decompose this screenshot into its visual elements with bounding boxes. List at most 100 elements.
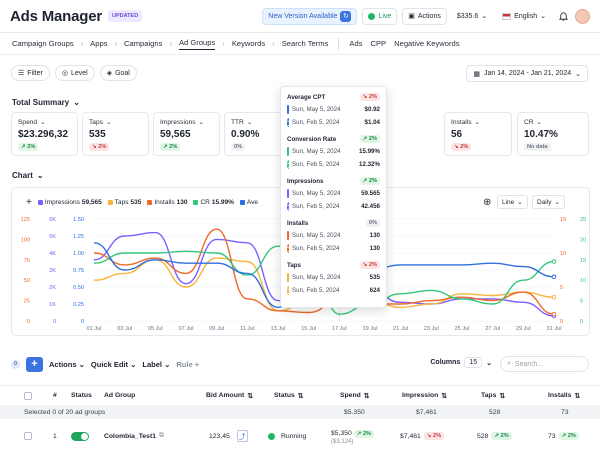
summary-card-impressions[interactable]: Impressions ⌄ 59,565 ↗ 2% [153,112,220,156]
live-status-icon [368,12,376,20]
summary-card-spend[interactable]: Spend ⌄ $23.296,32 ↗ 2% [11,112,78,156]
rule-button[interactable]: Rule + [176,359,200,369]
chart-toggle[interactable]: Chart ⌄ [12,171,44,180]
table-row[interactable]: 1 Colombia_Test1 ⧉ 123,45 ⤴ Running $5,350… [0,424,600,448]
tooltip-row: Sun, Feb 5, 2024 130 [287,242,380,255]
level-button[interactable]: ◎ Level [54,65,95,81]
filter-button[interactable]: ☰ Filter [11,65,50,81]
tooltip-section: Taps ↘ 2% Sun, May 5, 2024 535 Sun, Feb 5, 2… [287,259,380,297]
crumb-search-terms[interactable]: Search Terms [281,39,329,48]
add-button[interactable]: + [26,356,43,372]
legend-item-impressions[interactable]: Impressions 59,565 [37,199,102,206]
y-tick-label: 5 [580,299,583,305]
summary-card-cr[interactable]: CR ⌄ 10.47% No data [517,112,589,156]
series-marker [287,244,289,253]
zoom-icon[interactable]: ⊕ [483,196,492,208]
col-installs[interactable]: Installs ⇅ [548,392,581,400]
table-summary-row: Selected 0 of 20 ad groups $5.350 $7,461… [0,405,600,419]
tab-ads[interactable]: Ads [349,39,363,48]
y-tick-label: 1.25 [73,234,84,240]
legend-item-ave[interactable]: Ave [239,199,260,206]
x-tick-label: 03 Jul [117,326,132,332]
crumb-ad-groups[interactable]: Ad Groups [178,38,216,50]
chevron-down-icon: ⌄ [474,119,481,126]
language-dropdown[interactable]: English ⌄ [497,7,551,25]
chevron-down-icon: ⌄ [540,13,546,20]
series-line-installs [93,228,555,315]
x-tick-label: 07 Jul [179,326,194,332]
series-point [551,311,557,317]
tooltip-section: Impressions ↗ 2% Sun, May 5, 2024 59.565 Sun… [287,175,380,213]
series-marker [287,202,289,211]
calendar-icon: ▦ [473,70,480,78]
y-tick-label: 0.75 [73,268,84,274]
bid-cell[interactable]: 123,45 ⤴ [209,424,248,448]
actions-dropdown[interactable]: Actions ⌄ [49,359,85,369]
bell-icon[interactable] [556,9,570,23]
add-metric-icon[interactable]: + [26,197,32,208]
col-taps[interactable]: Taps ⇅ [481,392,506,400]
col-status-toggle[interactable]: Status [71,392,92,399]
tooltip-section: Average CPT ↘ 2% Sun, May 5, 2024 $0.92 Sun,… [287,91,380,129]
date-range-picker[interactable]: ▦ Jan 14, 2024 - Jan 21, 2024 ⌄ [466,65,588,82]
summary-card-installs[interactable]: Installs ⌄ 56 ↘ 2% [444,112,512,156]
refresh-icon: ↻ [340,10,352,22]
x-tick-label: 19 Jul [363,326,378,332]
crumb-keywords[interactable]: Keywords [231,39,266,48]
summary-cards: Spend ⌄ $23.296,32 ↗ 2% Taps ⌄ 535 ↘ 2% Impressi… [11,112,590,156]
new-version-button[interactable]: New Version Available ↻ [262,7,358,25]
change-badge: 0% [365,219,380,227]
top-bar: Ads Manager UPDATED New Version Availabl… [0,0,600,33]
change-badge: ↗ 2% [160,143,181,151]
chevron-down-icon: ⌄ [575,70,581,78]
label-dropdown[interactable]: Label ⌄ [142,359,171,369]
col-status[interactable]: Status ⇅ [274,392,304,400]
sum-installs: 73 [561,408,569,416]
external-link-icon[interactable]: ⧉ [159,432,164,439]
total-summary-toggle[interactable]: Total Summary ⌄ [12,98,80,107]
chevron-right-icon: › [272,39,275,48]
legend-item-cr[interactable]: CR 15.99% [193,199,234,206]
breadcrumb: Campaign Groups › Apps › Campaigns › Ad Gro… [0,33,600,55]
live-toggle[interactable]: Live [362,7,398,25]
plus-icon: + [194,359,200,369]
spend-cell: $5,350 ↗ 2% ($3,124) [331,424,375,448]
crumb-campaign-groups[interactable]: Campaign Groups [12,39,74,48]
columns-select[interactable]: Columns 15 ⌄ [430,357,492,368]
col-bid-amount[interactable]: Bid Amount ⇅ [206,392,253,400]
sum-impression: $7,461 [416,408,437,416]
chart-type-select[interactable]: Line ⌄ [497,195,528,209]
goal-button[interactable]: ◈ Goal [99,65,137,81]
chart-icon[interactable]: ⤴ [236,430,248,442]
y-tick-label: 1.50 [73,217,84,223]
select-all-checkbox[interactable] [24,391,32,400]
ad-group-cell[interactable]: Colombia_Test1 ⧉ [104,432,164,440]
legend-item-taps[interactable]: Taps 535 [107,199,141,206]
balance-dropdown[interactable]: $335.6 ⌄ [451,7,493,25]
avatar[interactable] [575,8,590,24]
col-spend[interactable]: Spend ⇅ [340,392,370,400]
crumb-campaigns[interactable]: Campaigns [124,39,163,48]
tab-cpp[interactable]: CPP [370,39,387,48]
quick-edit-dropdown[interactable]: Quick Edit ⌄ [90,359,137,369]
search-input[interactable]: ⌕ Search... [500,356,589,372]
updated-badge: UPDATED [108,10,143,22]
row-checkbox[interactable] [24,432,32,440]
col-ad-group[interactable]: Ad Group [104,392,136,399]
tooltip-row: Sun, May 5, 2024 535 [287,271,380,284]
legend-item-installs[interactable]: Installs 130 [147,199,187,206]
summary-card-taps[interactable]: Taps ⌄ 535 ↘ 2% [82,112,149,156]
chevron-down-icon: ⌄ [246,119,253,126]
chevron-down-icon: ⌄ [554,199,560,206]
row-number: 1 [53,432,57,440]
crumb-apps[interactable]: Apps [90,39,108,48]
series-marker [287,189,289,198]
y-tick-label: 15 [560,217,566,223]
selected-count: 0 [11,359,20,369]
sort-icon: ⇅ [574,392,581,400]
actions-button[interactable]: ▣ Actions [402,7,447,25]
period-select[interactable]: Daily ⌄ [532,195,565,209]
status-toggle[interactable] [71,431,89,441]
tab-negative-keywords[interactable]: Negative Keywords [394,39,460,48]
col-impression[interactable]: Impression ⇅ [402,392,447,400]
